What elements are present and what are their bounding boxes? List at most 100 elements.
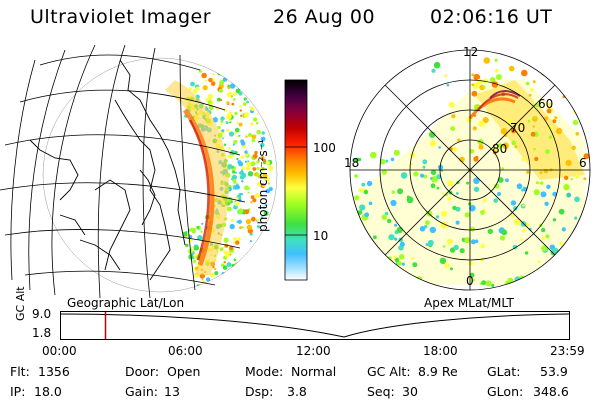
emission-dot [253, 172, 257, 176]
polar-emission-dot [541, 245, 548, 252]
polar-emission-dot [553, 264, 559, 270]
polar-emission-dot [585, 239, 590, 243]
polar-emission-dot [478, 144, 484, 150]
polar-emission-dot [366, 180, 373, 187]
emission-dot [237, 219, 242, 224]
polar-emission-dot [508, 65, 515, 72]
emission-dot [227, 154, 231, 158]
polar-emission-dot [469, 149, 475, 154]
emission-dot [236, 135, 239, 138]
emission-dot [223, 261, 226, 264]
polar-emission-dot [548, 102, 552, 107]
timeline-y-label: GC Alt [14, 286, 27, 321]
emission-dot [247, 160, 250, 163]
mlt-label-0: 0 [466, 274, 474, 288]
polar-emission-dot [373, 235, 377, 240]
ip-label: IP: [10, 384, 26, 399]
polar-emission-dot [473, 186, 480, 192]
polar-emission-dot [388, 234, 395, 241]
instrument-title: Ultraviolet Imager [30, 6, 212, 28]
polar-emission-dot [388, 270, 392, 274]
polar-grid [349, 49, 591, 291]
polar-emission-dot [482, 78, 488, 84]
emission-dot [246, 100, 250, 104]
polar-emission-dot [425, 243, 429, 246]
emission-dot [226, 92, 232, 98]
emission-dot [244, 112, 249, 118]
emission-dot [218, 88, 224, 93]
polar-emission-dot [501, 167, 505, 170]
glon-label: GLon: [487, 384, 524, 399]
emission-dot [202, 85, 208, 91]
emission-dot [217, 125, 221, 130]
emission-dot [251, 138, 256, 143]
polar-emission-dot [544, 201, 549, 206]
polar-emission-dot [436, 215, 440, 219]
emission-dot [208, 77, 213, 83]
polar-emission-dot [532, 80, 536, 84]
polar-emission-dot [558, 208, 565, 215]
seq-label: Seq: [367, 384, 395, 399]
polar-emission-dot [505, 178, 509, 183]
polar-emission-dot [482, 85, 486, 89]
polar-emission-dot [547, 279, 554, 286]
mode-value: Normal [291, 364, 337, 379]
emission-dot [247, 171, 254, 177]
emission-dot [256, 167, 260, 170]
flight-value: 1356 [38, 364, 70, 379]
polar-emission-dot [447, 180, 454, 187]
emission-dot [223, 237, 229, 243]
polar-emission-dot [449, 147, 453, 151]
polar-emission-dot [455, 206, 461, 212]
colorbar [284, 79, 308, 281]
emission-dot [250, 201, 253, 204]
emission-dot [214, 271, 219, 276]
emission-dot [245, 166, 251, 171]
emission-dot [204, 79, 207, 82]
polar-emission-dot [540, 181, 544, 185]
emission-dot [251, 107, 255, 111]
glat-value: 53.9 [540, 364, 568, 379]
polar-emission-dot [552, 119, 557, 124]
emission-dot [234, 171, 237, 174]
emission-dot [244, 185, 249, 191]
emission-dot [267, 182, 270, 185]
polar-emission-dot [540, 70, 543, 73]
emission-dot [253, 117, 258, 122]
coastlines [29, 59, 186, 281]
polar-emission-dot [574, 196, 580, 203]
emission-dot [232, 178, 237, 183]
polar-emission-dot [436, 186, 440, 190]
polar-emission-dot [441, 192, 444, 195]
polar-emission-dot [371, 265, 375, 269]
polar-emission-dot [361, 227, 365, 231]
altitude-timeline[interactable] [60, 311, 570, 341]
emission-dot [228, 146, 232, 150]
emission-dot [244, 209, 250, 215]
emission-dot [191, 229, 196, 234]
mode-label: Mode: [245, 364, 284, 379]
emission-dot [260, 155, 265, 160]
mlt-label-18: 18 [344, 156, 360, 170]
emission-dot [250, 161, 256, 167]
polar-emission-dot [442, 245, 446, 248]
polar-emission-dot [483, 57, 490, 64]
emission-dot [212, 73, 215, 76]
timeline-x-tick-1200: 12:00 [296, 344, 331, 358]
emission-dot [195, 86, 200, 91]
polar-emission-dot [382, 268, 386, 272]
emission-dot [241, 166, 245, 170]
emission-dot [198, 69, 202, 73]
polar-emission-dot [438, 146, 441, 149]
emission-dot [207, 100, 212, 105]
emission-dot [192, 257, 195, 260]
emission-dot [195, 58, 200, 63]
emission-dot [236, 197, 239, 200]
polar-emission-dot [470, 226, 475, 232]
polar-emission-dot [514, 218, 521, 226]
polar-emission-dot [381, 214, 387, 220]
emission-dot [265, 152, 268, 156]
polar-emission-dot [396, 226, 403, 234]
emission-dot [260, 136, 266, 142]
